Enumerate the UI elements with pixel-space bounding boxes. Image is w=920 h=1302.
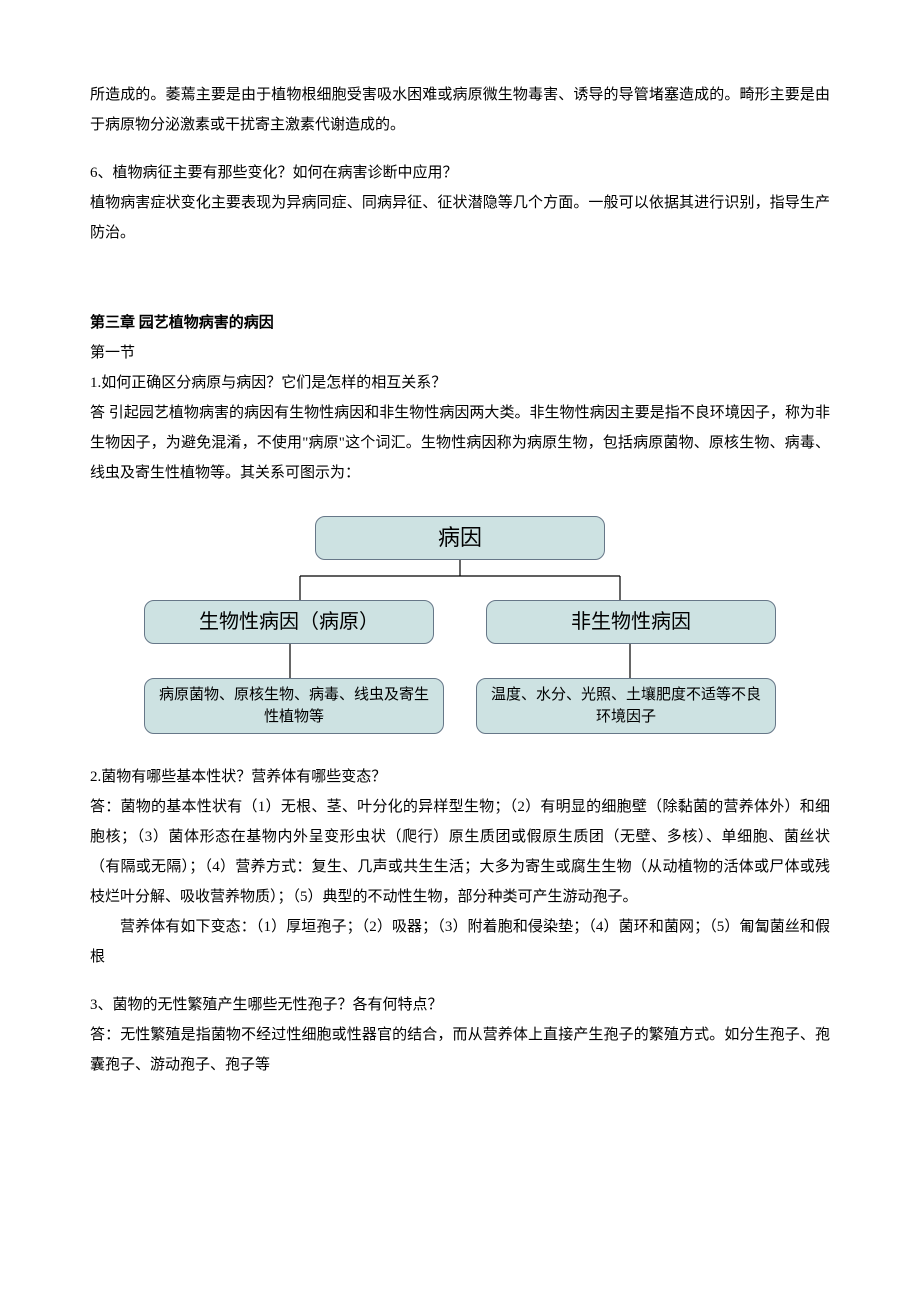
diagram-node-biotic: 生物性病因（病原） (144, 600, 434, 644)
diagram-row-top: 病因 (140, 516, 780, 560)
question-2: 2.菌物有哪些基本性状？营养体有哪些变态？ (90, 762, 830, 792)
answer-2b: 营养体有如下变态：（1）厚垣孢子；（2）吸器；（3）附着胞和侵染垫；（4）菌环和… (90, 912, 830, 972)
section-heading: 第一节 (90, 338, 830, 368)
cause-diagram: 病因 生物性病因（病原） 非生物性病因 病原菌物、原核生物、病毒、线虫及寄生性植… (140, 516, 780, 734)
body-text: 所造成的。萎蔫主要是由于植物根细胞受害吸水困难或病原微生物毒害、诱导的导管堵塞造… (90, 80, 830, 140)
diagram-node-abiotic-detail: 温度、水分、光照、土壤肥度不适等不良环境因子 (476, 678, 776, 734)
answer-1: 答 引起园艺植物病害的病因有生物性病因和非生物性病因两大类。非生物性病因主要是指… (90, 398, 830, 488)
chapter-heading: 第三章 园艺植物病害的病因 (90, 308, 830, 338)
question-1: 1.如何正确区分病原与病因？它们是怎样的相互关系？ (90, 368, 830, 398)
diagram-node-root: 病因 (315, 516, 605, 560)
question-3: 3、菌物的无性繁殖产生哪些无性孢子？各有何特点？ (90, 990, 830, 1020)
question-6: 6、植物病征主要有那些变化？如何在病害诊断中应用？ (90, 158, 830, 188)
spacer (90, 972, 830, 990)
spacer (90, 140, 830, 158)
diagram-connector-upper (140, 560, 780, 600)
diagram-node-biotic-detail: 病原菌物、原核生物、病毒、线虫及寄生性植物等 (144, 678, 444, 734)
spacer (90, 248, 830, 308)
diagram-row-leaf: 病原菌物、原核生物、病毒、线虫及寄生性植物等 温度、水分、光照、土壤肥度不适等不… (140, 678, 780, 734)
answer-2a: 答：菌物的基本性状有（1）无根、茎、叶分化的异样型生物；（2）有明显的细胞壁（除… (90, 792, 830, 912)
answer-3: 答：无性繁殖是指菌物不经过性细胞或性器官的结合，而从营养体上直接产生孢子的繁殖方… (90, 1020, 830, 1080)
spacer (90, 488, 830, 506)
answer-6: 植物病害症状变化主要表现为异病同症、同病异征、征状潜隐等几个方面。一般可以依据其… (90, 188, 830, 248)
diagram-connector-lower (140, 644, 780, 678)
diagram-row-mid: 生物性病因（病原） 非生物性病因 (140, 600, 780, 644)
diagram-node-abiotic: 非生物性病因 (486, 600, 776, 644)
spacer (90, 734, 830, 762)
